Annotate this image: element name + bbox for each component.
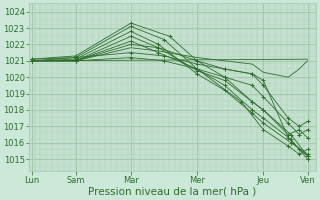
X-axis label: Pression niveau de la mer( hPa ): Pression niveau de la mer( hPa ) bbox=[88, 187, 256, 197]
